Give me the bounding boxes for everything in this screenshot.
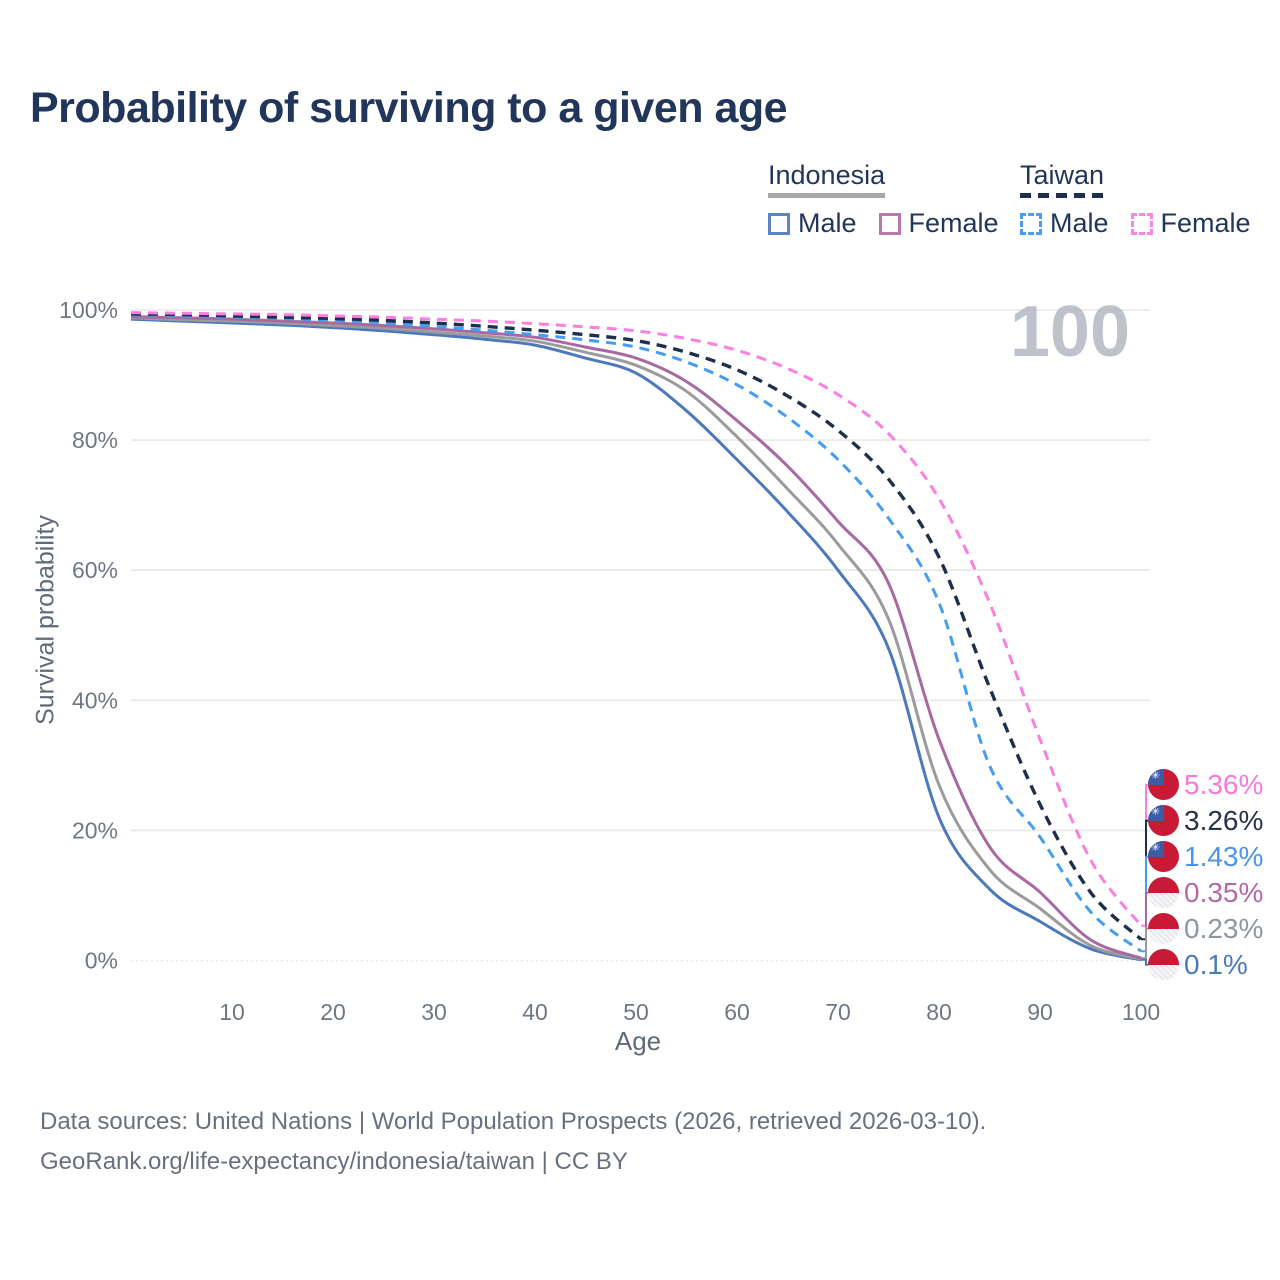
taiwan-flag-sun-icon: ✳ [1151, 770, 1161, 783]
indonesia-flag-icon [1148, 913, 1179, 945]
legend-checkbox-indonesia-male[interactable] [768, 212, 790, 235]
end-label-value: 5.36% [1184, 768, 1264, 800]
x-tick-40: 40 [522, 999, 548, 1025]
legend-item-indonesia-female[interactable]: Female [878, 208, 999, 239]
taiwan-flag-icon: ✳ [1148, 805, 1179, 837]
footer-data-sources: Data sources: United Nations | World Pop… [40, 1108, 987, 1135]
x-tick-70: 70 [825, 999, 851, 1025]
x-tick-100: 100 [1122, 999, 1160, 1025]
end-label-row-taiwan-both-sexes: ✳ 3.26% [1148, 804, 1263, 838]
taiwan-flag-canton: ✳ [1148, 769, 1164, 785]
series-line-indonesia-both-sexes[interactable] [130, 316, 1142, 961]
indonesia-flag-icon [1148, 949, 1179, 981]
y-tick-40: 40% [72, 687, 118, 713]
series-line-taiwan-female[interactable] [130, 311, 1143, 927]
series-line-indonesia-female[interactable] [130, 315, 1142, 960]
legend-item-indonesia-male[interactable]: Male [768, 208, 857, 239]
y-axis-title: Survival probability [31, 515, 60, 725]
end-label-row-indonesia-both-sexes: 0.23% [1148, 912, 1263, 946]
legend-item-label: Female [1160, 208, 1251, 238]
legend-group-taiwan: Taiwan Male Female [1020, 160, 1251, 239]
end-label-row-taiwan-female: ✳ 5.36% [1148, 768, 1263, 802]
indonesia-flag-red-band [1148, 877, 1179, 893]
x-tick-20: 20 [320, 999, 346, 1025]
indonesia-flag-icon [1148, 877, 1179, 909]
legend-group-title-indonesia: Indonesia [768, 160, 886, 201]
indonesia-flag-red-band [1148, 949, 1179, 965]
page-title: Probability of surviving to a given age [30, 84, 788, 132]
legend-item-label: Male [798, 208, 857, 238]
end-label-value: 0.23% [1184, 912, 1264, 944]
x-tick-60: 60 [724, 999, 750, 1025]
footer-attribution: GeoRank.org/life-expectancy/indonesia/ta… [40, 1148, 628, 1175]
x-tick-10: 10 [219, 999, 245, 1025]
legend-checkbox-indonesia-female[interactable] [878, 212, 901, 235]
series-line-indonesia-male[interactable] [130, 317, 1142, 962]
x-tick-30: 30 [421, 999, 447, 1025]
taiwan-flag-sun-icon: ✳ [1151, 806, 1161, 819]
taiwan-flag-canton: ✳ [1148, 805, 1164, 821]
legend-group-underline-indonesia [768, 193, 886, 198]
end-label-value: 0.35% [1184, 876, 1264, 908]
end-label-value: 0.1% [1184, 948, 1248, 980]
taiwan-flag-icon: ✳ [1148, 841, 1179, 873]
series-line-taiwan-male[interactable] [130, 313, 1142, 953]
legend-item-label: Male [1050, 208, 1109, 238]
end-label-value: 3.26% [1184, 804, 1264, 836]
legend-item-taiwan-male[interactable]: Male [1020, 208, 1109, 239]
legend-checkbox-taiwan-female[interactable] [1130, 212, 1153, 235]
y-tick-20: 20% [72, 817, 118, 843]
legend-group-title-taiwan: Taiwan [1020, 160, 1105, 201]
x-tick-90: 90 [1027, 999, 1053, 1025]
x-tick-50: 50 [623, 999, 649, 1025]
legend-group-underline-taiwan [1020, 193, 1105, 198]
legend-checkbox-taiwan-male[interactable] [1020, 212, 1042, 235]
indonesia-flag-red-band [1148, 913, 1179, 929]
y-tick-60: 60% [72, 557, 118, 583]
taiwan-flag-canton: ✳ [1148, 841, 1164, 857]
end-label-value: 1.43% [1184, 840, 1264, 872]
y-tick-80: 80% [72, 427, 118, 453]
taiwan-flag-sun-icon: ✳ [1151, 842, 1161, 855]
legend-item-label: Female [908, 208, 999, 238]
legend-group-indonesia: Indonesia Male Female [768, 160, 999, 239]
end-label-row-indonesia-female: 0.35% [1148, 876, 1263, 910]
y-tick-100: 100% [59, 297, 118, 323]
end-label-row-indonesia-male: 0.1% [1148, 948, 1248, 982]
x-axis-title: Age [614, 1026, 662, 1056]
hover-age-watermark: 100 [1009, 292, 1130, 372]
taiwan-flag-icon: ✳ [1148, 769, 1179, 801]
y-tick-0: 0% [85, 948, 118, 974]
series-line-taiwan-both-sexes[interactable] [130, 312, 1143, 941]
x-tick-80: 80 [926, 999, 952, 1025]
end-label-row-taiwan-male: ✳ 1.43% [1148, 840, 1263, 874]
legend-item-taiwan-female[interactable]: Female [1130, 208, 1251, 239]
